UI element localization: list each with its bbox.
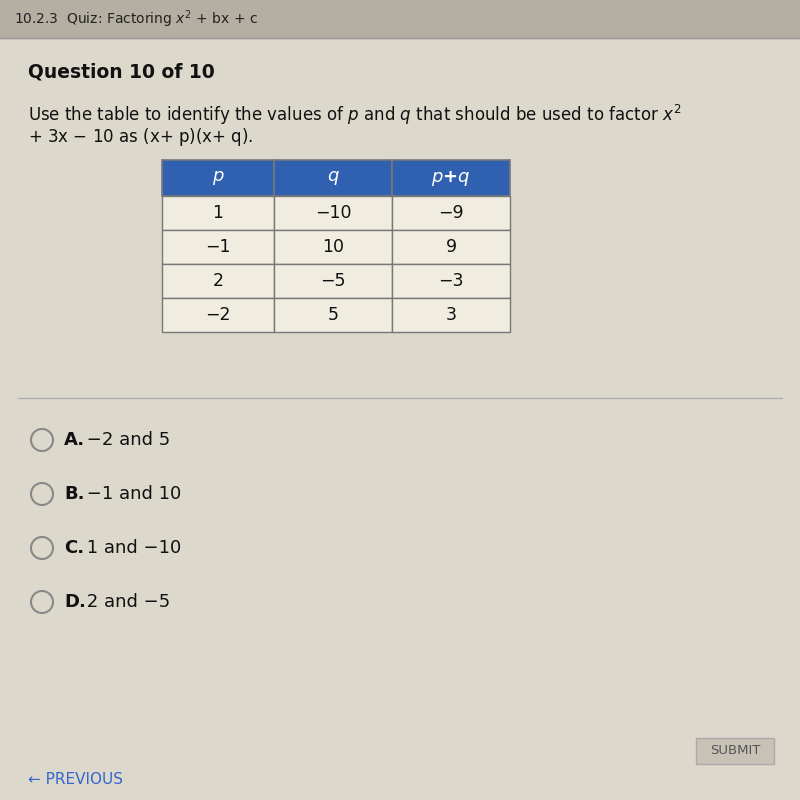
Text: −2: −2: [206, 306, 230, 324]
Bar: [392, 196, 510, 230]
Text: −3: −3: [438, 272, 464, 290]
Text: $q$: $q$: [326, 169, 339, 187]
Bar: [162, 298, 274, 332]
Text: B.: B.: [64, 485, 85, 503]
Text: −9: −9: [438, 204, 464, 222]
Text: 5: 5: [327, 306, 338, 324]
Text: D.: D.: [64, 593, 86, 611]
Text: 1: 1: [213, 204, 223, 222]
Text: ← PREVIOUS: ← PREVIOUS: [28, 773, 123, 787]
Bar: [274, 196, 392, 230]
Text: C.: C.: [64, 539, 84, 557]
Text: −1: −1: [206, 238, 230, 256]
Bar: [162, 196, 274, 230]
Text: 10.2.3  Quiz: Factoring $x^2$ + bx + c: 10.2.3 Quiz: Factoring $x^2$ + bx + c: [14, 8, 258, 30]
Text: $p$: $p$: [212, 169, 224, 187]
Text: + 3x $-$ 10 as (x+ p)(x+ q).: + 3x $-$ 10 as (x+ p)(x+ q).: [28, 126, 254, 148]
Bar: [0, 0, 800, 38]
Text: A.: A.: [64, 431, 85, 449]
Bar: [274, 230, 392, 264]
Bar: [392, 298, 510, 332]
Bar: [162, 230, 274, 264]
Text: −2 and 5: −2 and 5: [81, 431, 170, 449]
Text: 2 and −5: 2 and −5: [81, 593, 170, 611]
Bar: [392, 160, 510, 196]
Bar: [274, 298, 392, 332]
Bar: [162, 264, 274, 298]
Text: 1 and −10: 1 and −10: [81, 539, 182, 557]
Text: −10: −10: [314, 204, 351, 222]
Bar: [392, 264, 510, 298]
Bar: [696, 738, 774, 764]
Bar: [274, 160, 392, 196]
Text: Use the table to identify the values of $p$ and $q$ that should be used to facto: Use the table to identify the values of …: [28, 103, 682, 127]
Bar: [274, 264, 392, 298]
Text: 9: 9: [446, 238, 457, 256]
Bar: [392, 230, 510, 264]
Bar: [162, 160, 274, 196]
Text: −1 and 10: −1 and 10: [81, 485, 182, 503]
Text: $p$+$q$: $p$+$q$: [431, 169, 470, 187]
Text: −5: −5: [320, 272, 346, 290]
Text: Question 10 of 10: Question 10 of 10: [28, 62, 214, 82]
Text: 3: 3: [446, 306, 457, 324]
Text: 2: 2: [213, 272, 223, 290]
Text: SUBMIT: SUBMIT: [710, 745, 760, 758]
Text: 10: 10: [322, 238, 344, 256]
